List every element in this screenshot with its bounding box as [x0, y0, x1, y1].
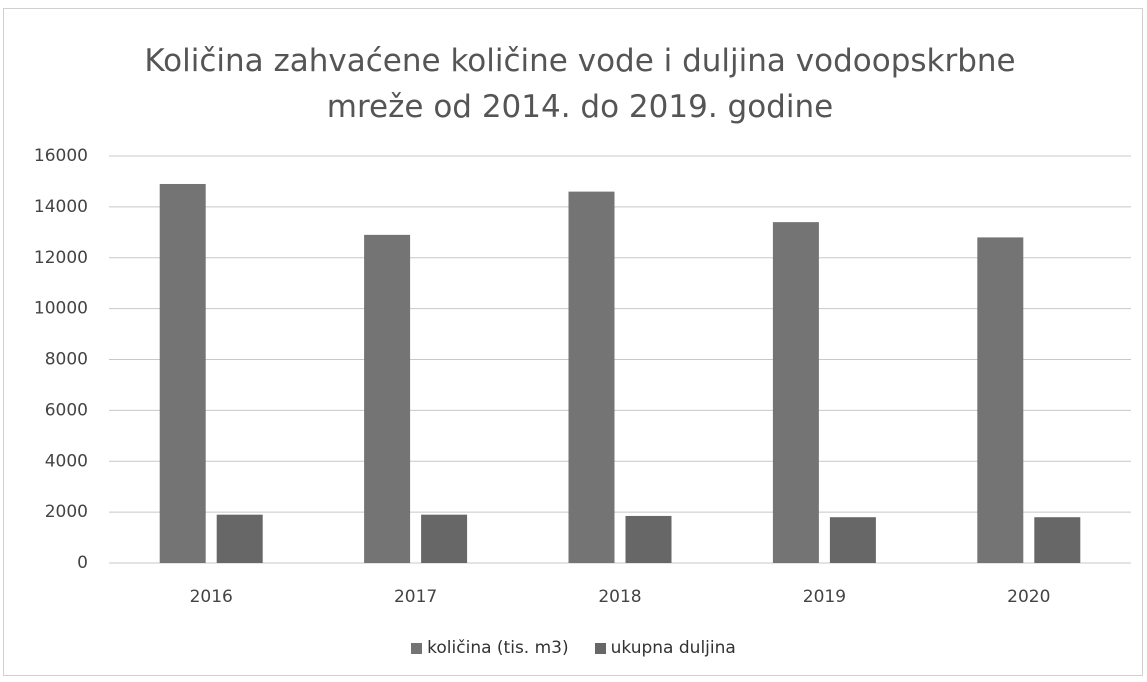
legend-label: količina (tis. m3) — [427, 638, 569, 658]
legend-label: ukupna duljina — [610, 638, 736, 658]
bar — [1034, 517, 1081, 563]
y-tick-label: 14000 — [34, 197, 88, 217]
bar — [772, 222, 819, 563]
y-tick-label: 0 — [77, 553, 88, 573]
x-tick-label: 2019 — [803, 587, 846, 607]
y-tick-label: 12000 — [34, 248, 88, 268]
x-tick-label: 2020 — [1007, 587, 1050, 607]
y-tick-label: 10000 — [34, 299, 88, 319]
x-tick-label: 2017 — [394, 587, 437, 607]
bar — [625, 515, 672, 563]
bar — [568, 191, 615, 564]
bar — [159, 183, 206, 563]
legend: količina (tis. m3) ukupna duljina — [0, 638, 1147, 658]
y-tick-label: 16000 — [34, 146, 88, 166]
legend-swatch — [411, 642, 423, 654]
y-tick-label: 8000 — [45, 350, 88, 370]
y-tick-label: 2000 — [45, 502, 88, 522]
legend-swatch — [594, 642, 606, 654]
bar — [364, 234, 411, 563]
chart-title: Količina zahvaćene količine vode i dulji… — [144, 43, 1016, 125]
bar — [216, 514, 263, 563]
legend-item: količina (tis. m3) — [411, 638, 569, 658]
bar — [977, 237, 1024, 563]
x-tick-label: 2018 — [598, 587, 641, 607]
bar — [421, 514, 468, 563]
y-tick-label: 4000 — [45, 451, 88, 471]
chart-frame — [3, 8, 1143, 676]
x-tick-label: 2016 — [190, 587, 233, 607]
legend-item: ukupna duljina — [594, 638, 736, 658]
bar — [829, 517, 876, 563]
y-tick-label: 6000 — [45, 400, 88, 420]
